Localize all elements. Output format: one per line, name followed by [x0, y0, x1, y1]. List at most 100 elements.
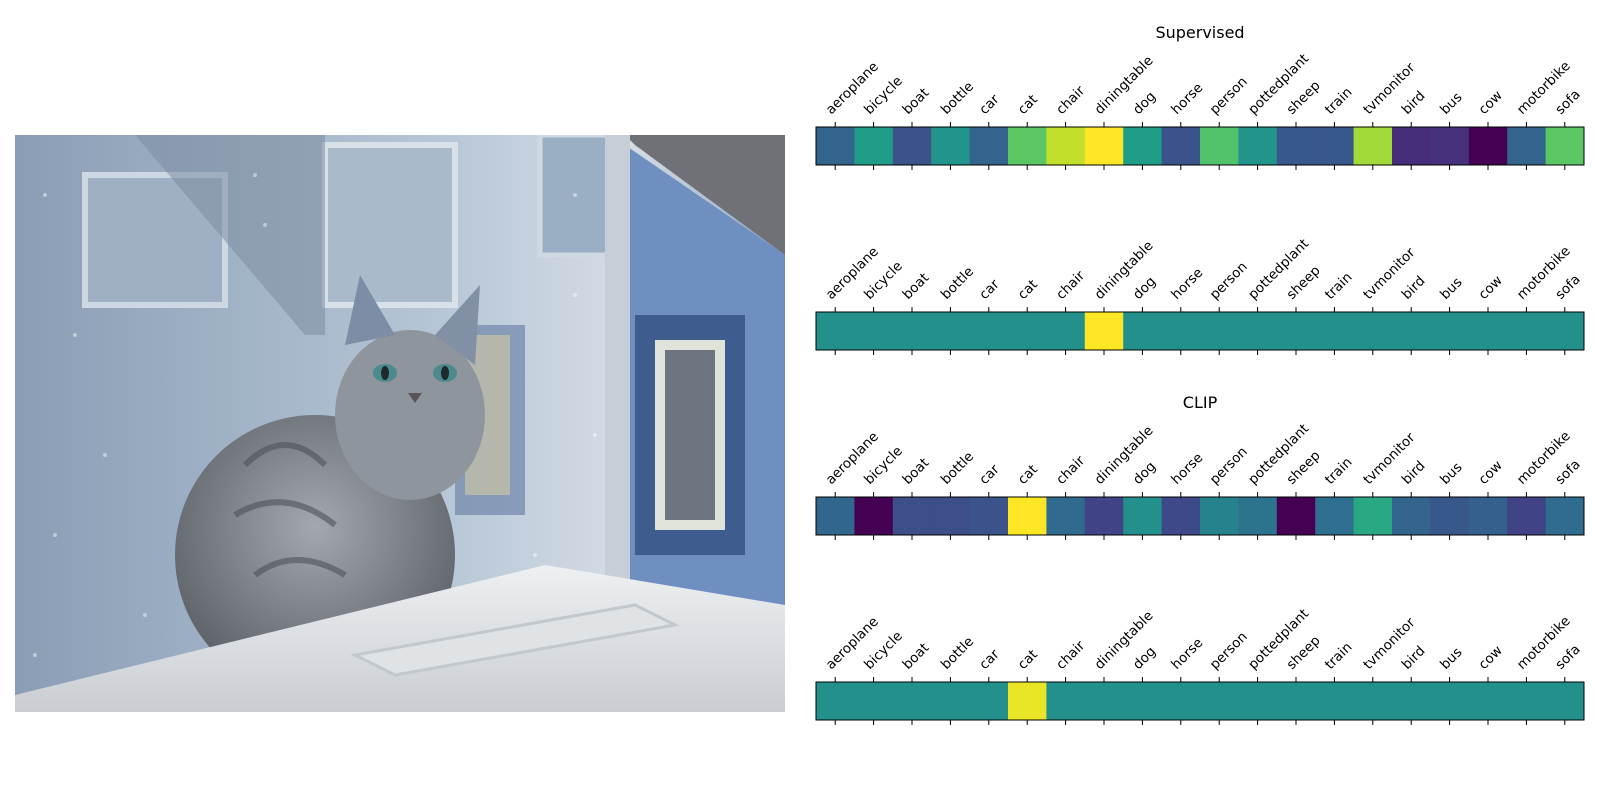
tick-label: car: [976, 646, 1003, 673]
heat-cell: [854, 312, 894, 350]
tick-label: bottle: [938, 79, 977, 118]
tick-label: bottle: [938, 264, 977, 303]
heat-cell: [1123, 682, 1163, 720]
heat-cell: [1200, 127, 1239, 165]
tick-label: boat: [900, 85, 933, 118]
heat-cell: [1238, 312, 1278, 350]
tick-label: sofa: [1552, 271, 1583, 302]
heat-cell: [1046, 497, 1086, 535]
heat-cell: [1123, 497, 1163, 535]
heat-cell: [1238, 682, 1278, 720]
heat-cell: [816, 682, 855, 720]
tick-label: train: [1322, 454, 1356, 488]
chart-title: Supervised: [1155, 23, 1244, 42]
heat-cell: [1545, 497, 1585, 535]
heat-cell: [1161, 127, 1201, 165]
heat-cell: [1200, 682, 1239, 720]
tick-label: dog: [1130, 89, 1159, 118]
heat-cell: [1238, 127, 1278, 165]
heat-cell: [1123, 312, 1163, 350]
tick-label: cow: [1476, 88, 1506, 118]
heat-cell: [1468, 682, 1508, 720]
tick-label: train: [1322, 639, 1356, 673]
heat-cell: [1545, 682, 1585, 720]
tick-label: cow: [1476, 273, 1506, 303]
heat-cell: [1238, 497, 1278, 535]
heat-cell: [1084, 127, 1124, 165]
tick-label: car: [976, 461, 1003, 488]
heat-cell: [1084, 497, 1124, 535]
heat-cell: [1315, 682, 1355, 720]
heat-cell: [1507, 682, 1547, 720]
tick-label: boat: [900, 640, 933, 673]
strip-border: [815, 496, 1585, 536]
tick-label: cat: [1015, 647, 1041, 673]
tick-label: dog: [1130, 274, 1159, 303]
tick-label: car: [976, 91, 1003, 118]
heat-cell: [1507, 497, 1547, 535]
heat-cell: [854, 497, 894, 535]
heat-cell: [1392, 682, 1431, 720]
heat-cell: [1468, 312, 1508, 350]
tick-label: chair: [1053, 452, 1088, 487]
tick-label: bus: [1437, 459, 1465, 487]
tick-label: person: [1207, 259, 1251, 303]
heat-cell: [931, 497, 971, 535]
heat-cell: [892, 497, 932, 535]
heat-cell: [931, 312, 971, 350]
heat-cell: [1468, 497, 1508, 535]
heat-cell: [931, 682, 971, 720]
heat-cell: [1276, 127, 1316, 165]
heat-cell: [969, 127, 1009, 165]
tick-label: cow: [1476, 458, 1506, 488]
tick-label: cat: [1015, 92, 1041, 118]
tick-label: train: [1322, 269, 1356, 303]
heat-cell: [969, 682, 1009, 720]
heat-cell: [1046, 312, 1086, 350]
heat-cell: [1200, 497, 1239, 535]
tick-label: sofa: [1552, 456, 1583, 487]
heat-cell: [816, 312, 855, 350]
heat-cell: [1392, 497, 1431, 535]
heat-cell: [892, 312, 932, 350]
tick-label: boat: [900, 455, 933, 488]
tick-label: cow: [1476, 643, 1506, 673]
chart-title: CLIP: [1183, 393, 1218, 412]
tick-label: boat: [900, 270, 933, 303]
heat-cell: [1353, 312, 1393, 350]
tick-label: bird: [1399, 88, 1429, 118]
heat-cell: [1392, 127, 1431, 165]
heat-cell: [1161, 497, 1201, 535]
tick-label: chair: [1053, 82, 1088, 117]
tick-label: bottle: [938, 449, 977, 488]
strip-border: [815, 126, 1585, 166]
tick-label: sofa: [1552, 641, 1583, 672]
heat-cell: [1008, 127, 1047, 165]
heat-cell: [1276, 312, 1316, 350]
cat-photo: [15, 135, 785, 712]
tick-label: chair: [1053, 267, 1088, 302]
heat-cell: [1008, 312, 1047, 350]
heat-cell: [1315, 497, 1355, 535]
tick-label: person: [1207, 444, 1251, 488]
heat-cell: [1353, 682, 1393, 720]
heat-cell: [1008, 497, 1047, 535]
heat-cell: [1430, 127, 1470, 165]
tick-label: bus: [1437, 274, 1465, 302]
heat-cell: [1430, 497, 1470, 535]
heat-cell: [1276, 497, 1316, 535]
tick-label: horse: [1168, 635, 1206, 673]
tick-label: bird: [1399, 458, 1429, 488]
tick-label: horse: [1168, 265, 1206, 303]
heat-cell: [1161, 312, 1201, 350]
heat-cell: [1468, 127, 1508, 165]
heat-cell: [1046, 682, 1086, 720]
heat-cell: [1276, 682, 1316, 720]
tick-label: bus: [1437, 644, 1465, 672]
tick-label: bird: [1399, 273, 1429, 303]
heat-cell: [1353, 127, 1393, 165]
tick-label: dog: [1130, 459, 1159, 488]
heat-cell: [931, 127, 971, 165]
heat-cell: [1430, 682, 1470, 720]
